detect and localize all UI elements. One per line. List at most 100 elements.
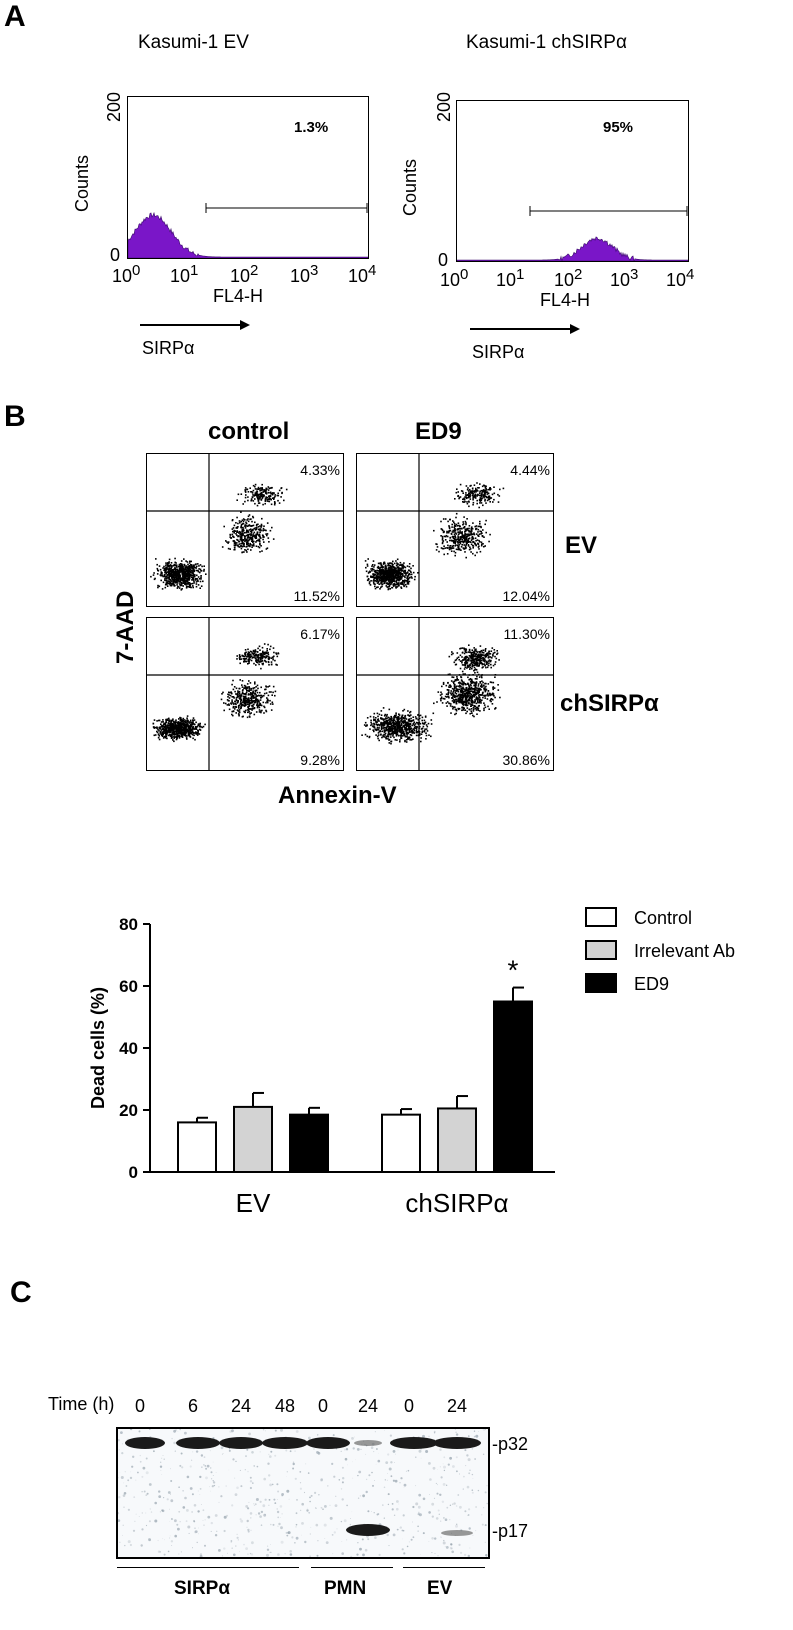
dotplot-event bbox=[481, 699, 483, 701]
dotplot-event bbox=[407, 710, 409, 712]
dotplot-event bbox=[166, 730, 169, 732]
dotplot-event bbox=[392, 727, 394, 729]
dotplot-event bbox=[393, 574, 395, 576]
dotplot-event bbox=[477, 528, 480, 531]
dotplot-event bbox=[247, 518, 249, 520]
dotplot-event bbox=[168, 729, 170, 731]
dotplot-event bbox=[467, 691, 469, 693]
dotplot-event bbox=[368, 736, 371, 739]
dotplot-event bbox=[254, 653, 257, 655]
dotplot-event bbox=[466, 518, 468, 520]
dotplot-event bbox=[494, 696, 496, 699]
dotplot-event bbox=[250, 534, 252, 537]
dotplot-event bbox=[372, 580, 375, 582]
dotplot-event bbox=[459, 699, 461, 701]
dotplot-event bbox=[199, 723, 201, 725]
dotplot-event bbox=[232, 679, 234, 682]
dotplot-event bbox=[182, 566, 184, 568]
dotplot-event bbox=[492, 688, 494, 691]
dotplot-event bbox=[398, 566, 400, 569]
dotplot-event bbox=[256, 656, 258, 659]
dotplot-event bbox=[163, 565, 165, 568]
dotplot-event bbox=[403, 734, 406, 736]
dotplot-event bbox=[266, 488, 268, 490]
dotplot-event bbox=[467, 544, 470, 546]
dotplot-event bbox=[173, 722, 175, 724]
dotplot-event bbox=[490, 700, 492, 703]
dotplot-event bbox=[408, 573, 410, 576]
dotplot-event bbox=[184, 733, 187, 736]
dotplot-event bbox=[259, 492, 262, 495]
dotplot-event bbox=[475, 697, 477, 700]
dotplot-event bbox=[365, 566, 367, 569]
dotplot-event bbox=[268, 497, 271, 499]
dotplot-event bbox=[438, 550, 440, 553]
dotplot-event bbox=[453, 682, 455, 685]
dotplot-event bbox=[259, 543, 261, 546]
dotplot-event bbox=[259, 494, 262, 496]
dotplot-event bbox=[412, 738, 414, 740]
dotplot-event bbox=[266, 522, 269, 524]
dotplot-event bbox=[440, 520, 442, 523]
dotplot-event bbox=[415, 734, 418, 737]
dotplot-event bbox=[261, 483, 263, 486]
dotplot-event bbox=[400, 729, 403, 731]
dotplot-event bbox=[484, 500, 486, 502]
dotplot-event bbox=[488, 488, 490, 491]
dotplot-event bbox=[490, 497, 493, 499]
dotplot-event bbox=[185, 572, 188, 575]
dotplot-event bbox=[247, 530, 249, 533]
dotplot-event bbox=[476, 494, 479, 496]
dotplot-event bbox=[181, 570, 184, 572]
dotplot-event bbox=[484, 487, 487, 489]
dotplot-event bbox=[192, 573, 195, 576]
dotplot-event bbox=[169, 733, 171, 736]
dotplot-event bbox=[245, 688, 248, 690]
dotplot-event bbox=[249, 682, 252, 684]
dotplot-event bbox=[473, 491, 476, 493]
dotplot-event bbox=[394, 580, 396, 583]
dotplot-event bbox=[381, 573, 383, 575]
dotplot-event bbox=[449, 684, 451, 686]
dotplot-event bbox=[375, 580, 377, 583]
dotplot-event bbox=[480, 700, 482, 703]
dotplot-event bbox=[160, 723, 162, 725]
dotplot-event bbox=[403, 732, 405, 735]
dotplot-event bbox=[258, 534, 260, 536]
dotplot-event bbox=[166, 728, 168, 730]
dotplot-event bbox=[264, 652, 267, 655]
dotplot-event bbox=[259, 695, 261, 697]
dotplot-event bbox=[241, 533, 244, 536]
dotplot-event bbox=[187, 583, 190, 585]
dotplot-event bbox=[477, 688, 479, 691]
dotplot-event bbox=[179, 584, 182, 587]
dotplot-event bbox=[371, 564, 374, 566]
dotplot-event bbox=[258, 494, 260, 497]
dotplot-event bbox=[403, 575, 406, 577]
panel-letter-a: A bbox=[4, 0, 26, 33]
dotplot-event bbox=[379, 579, 381, 582]
dotplot-event bbox=[270, 657, 273, 659]
dotplot-event bbox=[177, 721, 180, 723]
dotplot-event bbox=[397, 563, 399, 565]
dotplot-event bbox=[247, 689, 249, 692]
dotplot-event bbox=[192, 737, 194, 740]
dotplot-event bbox=[255, 695, 257, 698]
dotplot-event bbox=[480, 541, 483, 544]
dotplot-event bbox=[472, 533, 474, 535]
dotplot-event bbox=[263, 706, 266, 709]
dotplot-event bbox=[264, 659, 266, 662]
dotplot-event bbox=[470, 710, 473, 712]
dotplot-event bbox=[274, 502, 276, 504]
dotplot-event bbox=[232, 703, 235, 705]
dotplot-event bbox=[239, 695, 241, 697]
dotplot-event bbox=[415, 731, 418, 733]
dotplot-event bbox=[257, 545, 260, 548]
dotplot-event bbox=[234, 702, 237, 705]
dotplot-event bbox=[401, 721, 404, 723]
dotplot-event bbox=[454, 535, 456, 537]
dotplot-event bbox=[457, 679, 460, 681]
dotplot-event bbox=[241, 519, 244, 521]
dotplot-event bbox=[164, 725, 167, 727]
dotplot-event bbox=[247, 542, 250, 545]
